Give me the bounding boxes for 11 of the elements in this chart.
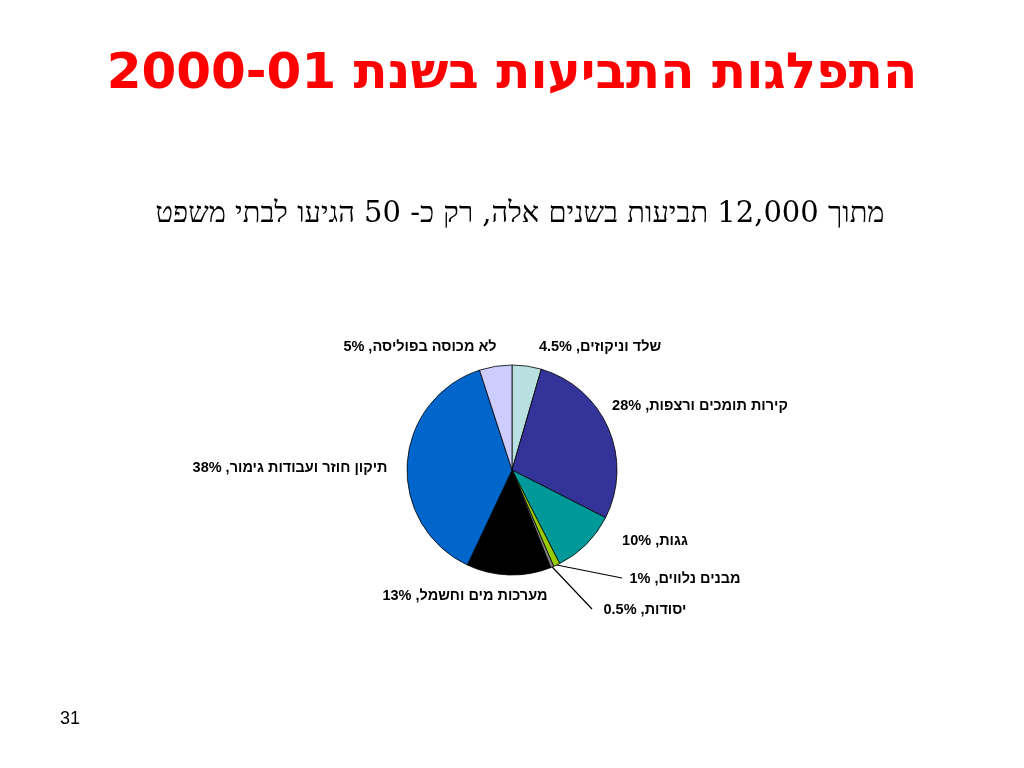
- slice-label: קירות תומכים ורצפות, 28%: [612, 397, 788, 413]
- slice-label: מערכות מים וחשמל, 13%: [382, 587, 548, 603]
- slice-label: לא מכוסה בפוליסה, 5%: [343, 338, 497, 354]
- slice-label: מבנים נלווים, 1%: [629, 570, 741, 586]
- slice-label: תיקון חוזר ועבודות גימור, 38%: [192, 459, 388, 475]
- slice-label: יסודות, 0.5%: [603, 601, 687, 617]
- chart-subtitle: מתוך 12,000 תביעות בשנים אלה, רק כ- 50 הגיעו לבתי משפט: [155, 195, 885, 229]
- slice-label: שלד וניקוזים, 4.5%: [538, 338, 662, 354]
- chart-title: התפלגות התביעות בשנת 2000-01: [106, 42, 918, 100]
- text: 31: [59, 708, 81, 728]
- slice-label: גגות, 10%: [622, 532, 688, 548]
